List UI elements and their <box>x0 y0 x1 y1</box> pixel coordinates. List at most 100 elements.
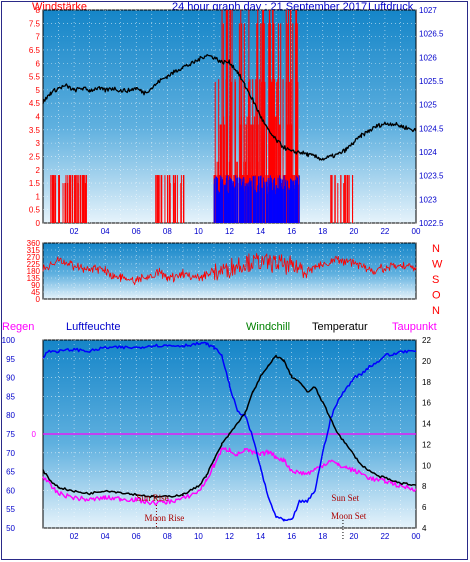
direction-ytick-270: 270 <box>27 253 41 262</box>
compass-label-N: N <box>432 243 440 255</box>
label-luftfeuchte: Luftfeuchte <box>66 321 120 333</box>
compass-label-S: S <box>432 274 439 286</box>
label-regen: Regen <box>2 321 34 333</box>
p3-xtick-14: 14 <box>256 532 265 541</box>
temperature-ytick-6: 6 <box>422 503 427 512</box>
compass-label-N: N <box>432 305 440 317</box>
humidity-ytick-60: 60 <box>6 486 15 495</box>
moon-rise-label: Moon Rise <box>144 513 184 523</box>
p3-xtick-10: 10 <box>194 532 203 541</box>
humidity-ytick-85: 85 <box>6 392 15 401</box>
wind-ytick-2.5: 2.5 <box>29 152 41 161</box>
humidity-ytick-55: 55 <box>6 505 15 514</box>
wind-ytick-5: 5 <box>36 86 41 95</box>
temp-humidity-series <box>42 341 417 522</box>
wind-ytick-4.5: 4.5 <box>29 99 41 108</box>
humidity-ytick-70: 70 <box>6 449 15 458</box>
p1-xtick-06: 06 <box>132 227 141 236</box>
wind-ytick-6.5: 6.5 <box>29 46 41 55</box>
wind-ytick-3.5: 3.5 <box>29 126 41 135</box>
pressure-ytick-1025.5: 1025.5 <box>419 77 444 86</box>
moon-set-label: Moon Set <box>331 511 367 521</box>
p3-xtick-08: 08 <box>163 532 172 541</box>
p1-xtick-18: 18 <box>318 227 327 236</box>
p1-xtick-12: 12 <box>225 227 234 236</box>
pressure-ytick-1022.5: 1022.5 <box>419 219 444 228</box>
temperature-ytick-14: 14 <box>422 420 431 429</box>
p1-xtick-22: 22 <box>380 227 389 236</box>
p1-xtick-16: 16 <box>287 227 296 236</box>
sun-rise-label: Sun Rise <box>136 493 168 503</box>
astro-annotations: Sun Rise Moon Rise Sun Set Moon Set <box>136 493 367 540</box>
wind-ytick-0.5: 0.5 <box>29 206 41 215</box>
p1-xtick-02: 02 <box>70 227 79 236</box>
p3-xtick-18: 18 <box>318 532 327 541</box>
direction-ytick-90: 90 <box>31 281 40 290</box>
p3-xtick-22: 22 <box>380 532 389 541</box>
p3-xtick-20: 20 <box>349 532 358 541</box>
wind-ytick-4: 4 <box>36 113 41 122</box>
wind-ytick-6: 6 <box>36 59 41 68</box>
wind-bars <box>50 10 354 223</box>
temperature-ytick-12: 12 <box>422 440 431 449</box>
temperature-ytick-8: 8 <box>422 482 427 491</box>
pressure-ytick-1023: 1023 <box>419 195 437 204</box>
pressure-line <box>42 54 417 161</box>
p1-xtick-14: 14 <box>256 227 265 236</box>
rain-ytick-0: 0 <box>32 430 37 439</box>
label-windchill: Windchill <box>246 321 290 333</box>
humidity-ytick-80: 80 <box>6 411 15 420</box>
p1-xtick-20: 20 <box>349 227 358 236</box>
sun-set-label: Sun Set <box>331 493 359 503</box>
wind-ytick-7.5: 7.5 <box>29 19 41 28</box>
p1-xtick-00: 00 <box>412 227 421 236</box>
pressure-ytick-1024: 1024 <box>419 148 437 157</box>
wind-ytick-7: 7 <box>36 33 41 42</box>
label-taupunkt: Taupunkt <box>392 321 437 333</box>
pressure-series <box>42 54 417 161</box>
pressure-ytick-1023.5: 1023.5 <box>419 172 444 181</box>
wind-ytick-1: 1 <box>36 192 41 201</box>
p3-xtick-06: 06 <box>132 532 141 541</box>
temperature-ytick-18: 18 <box>422 378 431 387</box>
p3-xtick-02: 02 <box>70 532 79 541</box>
humidity-ytick-100: 100 <box>2 336 16 345</box>
pressure-ytick-1026: 1026 <box>419 53 437 62</box>
p3-xtick-12: 12 <box>225 532 234 541</box>
humidity-ytick-75: 75 <box>6 430 15 439</box>
wind-ytick-8: 8 <box>36 6 41 15</box>
direction-ytick-180: 180 <box>27 267 41 276</box>
dewpoint-line <box>42 447 417 506</box>
p1-xtick-10: 10 <box>194 227 203 236</box>
label-temperatur: Temperatur <box>312 321 368 333</box>
humidity-ytick-65: 65 <box>6 468 15 477</box>
direction-ytick-135: 135 <box>27 274 41 283</box>
direction-ytick-225: 225 <box>27 260 41 269</box>
direction-ytick-315: 315 <box>27 246 41 255</box>
temperature-ytick-20: 20 <box>422 357 431 366</box>
wind-direction-series <box>42 252 417 286</box>
wind-ytick-3: 3 <box>36 139 41 148</box>
p1-xtick-08: 08 <box>163 227 172 236</box>
pressure-ytick-1025: 1025 <box>419 101 437 110</box>
direction-ytick-0: 0 <box>36 295 41 304</box>
temperature-ytick-16: 16 <box>422 399 431 408</box>
pressure-ytick-1027: 1027 <box>419 6 437 15</box>
wind-ytick-5.5: 5.5 <box>29 73 41 82</box>
p3-xtick-00: 00 <box>412 532 421 541</box>
temp-humidity-grid <box>43 339 416 529</box>
temperature-line <box>42 354 417 499</box>
wind-ytick-2: 2 <box>36 166 41 175</box>
wind-direction-line <box>42 252 417 286</box>
temperature-ytick-10: 10 <box>422 461 431 470</box>
temperature-ytick-22: 22 <box>422 336 431 345</box>
p1-xtick-04: 04 <box>101 227 110 236</box>
pressure-ytick-1024.5: 1024.5 <box>419 124 444 133</box>
wind-ytick-1.5: 1.5 <box>29 179 41 188</box>
pressure-ytick-1026.5: 1026.5 <box>419 30 444 39</box>
humidity-line <box>42 341 416 522</box>
